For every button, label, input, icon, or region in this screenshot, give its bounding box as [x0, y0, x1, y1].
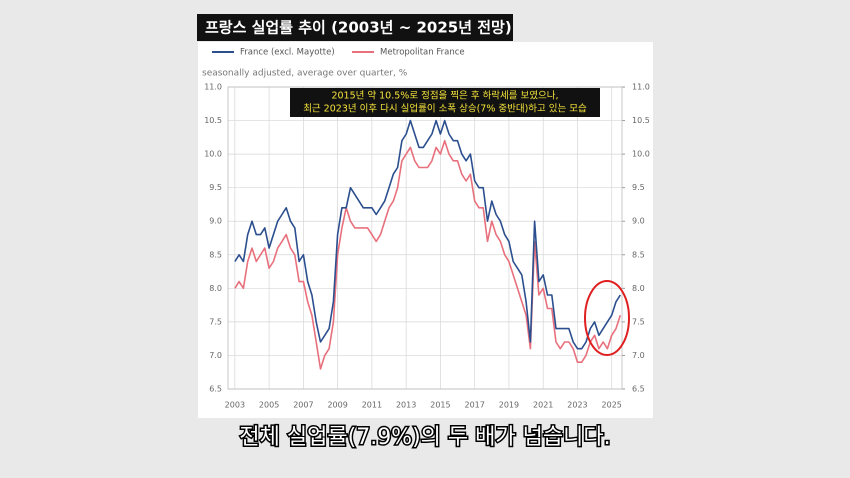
banner-title: 프랑스 실업률 추이 (2003년 ~ 2025년 전망)	[205, 19, 512, 37]
x-tick-label: 2015	[430, 401, 450, 410]
y2-tick-label: 6.5	[632, 385, 645, 394]
y-tick-label: 9.0	[209, 217, 222, 226]
y2-tick-label: 7.5	[632, 317, 645, 326]
x-tick-label: 2019	[499, 401, 519, 410]
y-tick-label: 8.5	[209, 250, 222, 259]
annotation-line: 2015년 약 10.5%로 정점을 찍은 후 하락세를 보였으나,	[331, 90, 558, 102]
series-line	[234, 139, 622, 370]
x-tick-label: 2007	[293, 401, 313, 410]
y2-tick-label: 11.0	[632, 83, 650, 92]
y2-tick-label: 8.5	[632, 250, 645, 259]
series-line	[234, 119, 621, 350]
plot: 6.5 7.0 7.5 8.0 8.5 9.0 9.5 10.0 10.5 11.0 6.5 7.0 7…	[204, 83, 650, 410]
y2-tick-label: 9.0	[632, 217, 645, 226]
x-tick-label: 2013	[396, 401, 416, 410]
legend-label: France (excl. Mayotte)	[240, 48, 335, 58]
annotation-line: 최근 2023년 이후 다시 실업률이 소폭 상승(7% 중반대)하고 있는 모…	[303, 103, 587, 115]
y-tick-label: 7.5	[209, 317, 222, 326]
y-tick-label: 11.0	[204, 83, 222, 92]
highlight-circle	[584, 280, 630, 356]
x-tick-label: 2021	[533, 401, 553, 410]
y-tick-label: 7.0	[209, 351, 222, 360]
y-tick-label: 6.5	[209, 385, 222, 394]
x-tick-label: 2011	[362, 401, 382, 410]
x-tick-label: 2017	[464, 401, 484, 410]
y2-tick-label: 8.0	[632, 284, 645, 293]
y-tick-label: 10.0	[204, 150, 222, 159]
y2-tick-label: 10.5	[632, 116, 650, 125]
y2-tick-label: 10.0	[632, 150, 650, 159]
y2-tick-label: 7.0	[632, 351, 645, 360]
legend-label: Metropolitan France	[380, 48, 465, 58]
plot-frame	[227, 86, 623, 390]
x-tick-label: 2005	[259, 401, 279, 410]
annotation-box	[290, 88, 600, 117]
y-tick-label: 10.5	[204, 116, 222, 125]
y-tick-label: 8.0	[209, 284, 222, 293]
caption: 전체 실업률(7.9%)의 두 배가 넘습니다.	[239, 425, 610, 450]
x-tick-label: 2023	[567, 401, 587, 410]
x-tick-label: 2025	[602, 401, 622, 410]
x-tick-label: 2009	[327, 401, 347, 410]
banner-box	[197, 14, 513, 41]
x-tick-label: 2003	[225, 401, 245, 410]
chart-subtitle: seasonally adjusted, average over quarte…	[202, 69, 408, 79]
y2-tick-label: 9.5	[632, 183, 645, 192]
y-tick-label: 9.5	[209, 183, 222, 192]
